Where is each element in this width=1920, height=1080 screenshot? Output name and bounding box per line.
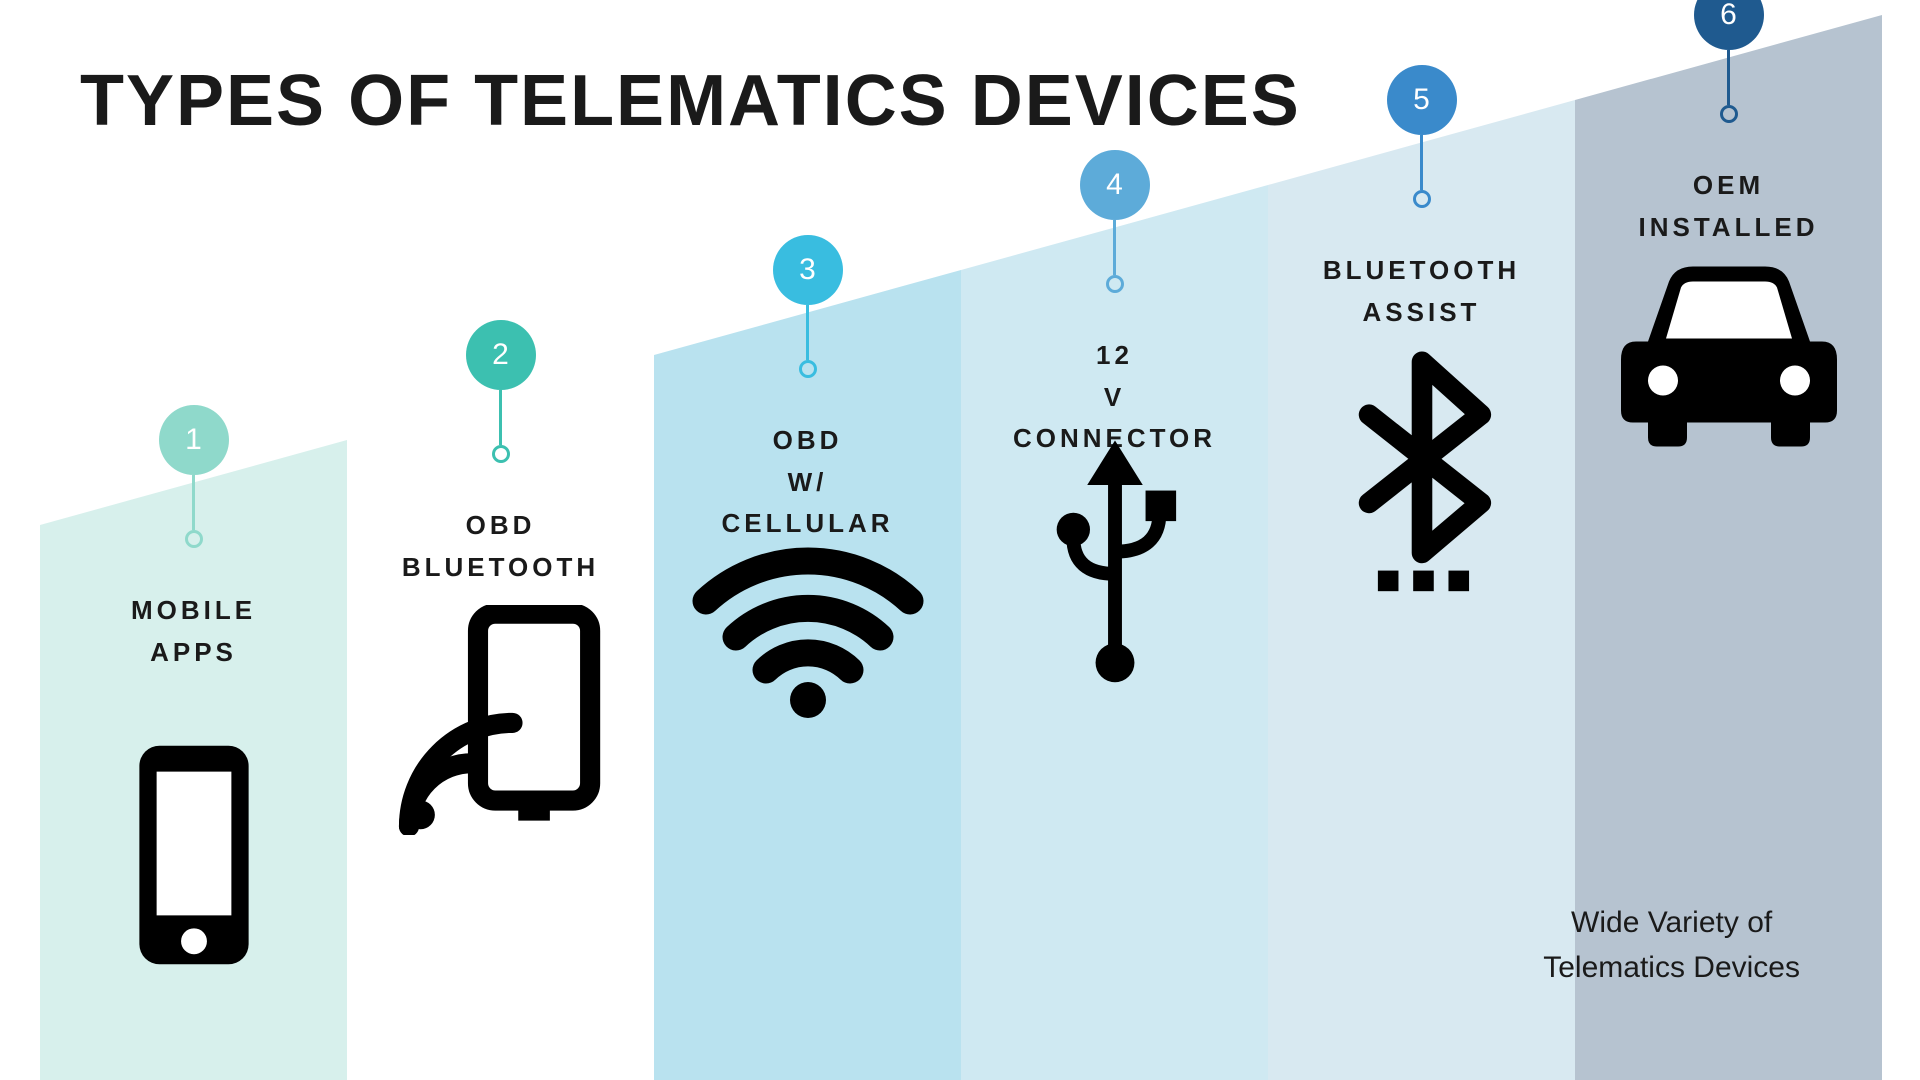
- column-label: BLUETOOTHASSIST: [1268, 250, 1575, 333]
- badge-stem: [1727, 50, 1730, 105]
- number-badge: 2: [466, 320, 536, 390]
- infographic-column: 4 12VCONNECTOR: [961, 185, 1268, 1080]
- caption-line-2: Telematics Devices: [1543, 945, 1800, 990]
- column-label: MOBILEAPPS: [40, 590, 347, 673]
- infographic-column: 5 BLUETOOTHASSIST: [1268, 100, 1575, 1080]
- badge-ring: [799, 360, 817, 378]
- wifi-icon: [688, 530, 928, 725]
- badge-ring: [492, 445, 510, 463]
- phone-cast-icon: [396, 605, 606, 840]
- number-badge-group: 2: [466, 320, 536, 463]
- infographic-column: 3 OBDW/CELLULAR: [654, 270, 961, 1080]
- column-label: OEMINSTALLED: [1575, 165, 1882, 248]
- badge-stem: [806, 305, 809, 360]
- phone-icon: [119, 740, 269, 975]
- badge-ring: [1720, 105, 1738, 123]
- number-badge-group: 5: [1387, 65, 1457, 208]
- number-badge-group: 4: [1080, 150, 1150, 293]
- number-badge: 5: [1387, 65, 1457, 135]
- caption: Wide Variety of Telematics Devices: [1543, 900, 1800, 990]
- car-icon: [1609, 255, 1849, 460]
- badge-stem: [1420, 135, 1423, 190]
- number-badge: 1: [159, 405, 229, 475]
- infographic-column: 2 OBDBLUETOOTH: [347, 355, 654, 1080]
- badge-ring: [185, 530, 203, 548]
- column-label: OBDBLUETOOTH: [347, 505, 654, 588]
- badge-stem: [499, 390, 502, 445]
- badge-ring: [1413, 190, 1431, 208]
- number-badge-group: 1: [159, 405, 229, 548]
- caption-line-1: Wide Variety of: [1543, 900, 1800, 945]
- badge-stem: [1113, 220, 1116, 275]
- number-badge-group: 6: [1694, 0, 1764, 123]
- badge-stem: [192, 475, 195, 530]
- badge-ring: [1106, 275, 1124, 293]
- number-badge: 6: [1694, 0, 1764, 50]
- infographic-column: 1 MOBILEAPPS: [40, 440, 347, 1080]
- bluetooth-icon: [1327, 350, 1517, 605]
- number-badge: 4: [1080, 150, 1150, 220]
- usb-icon: [1030, 435, 1200, 690]
- column-label: OBDW/CELLULAR: [654, 420, 961, 545]
- number-badge: 3: [773, 235, 843, 305]
- number-badge-group: 3: [773, 235, 843, 378]
